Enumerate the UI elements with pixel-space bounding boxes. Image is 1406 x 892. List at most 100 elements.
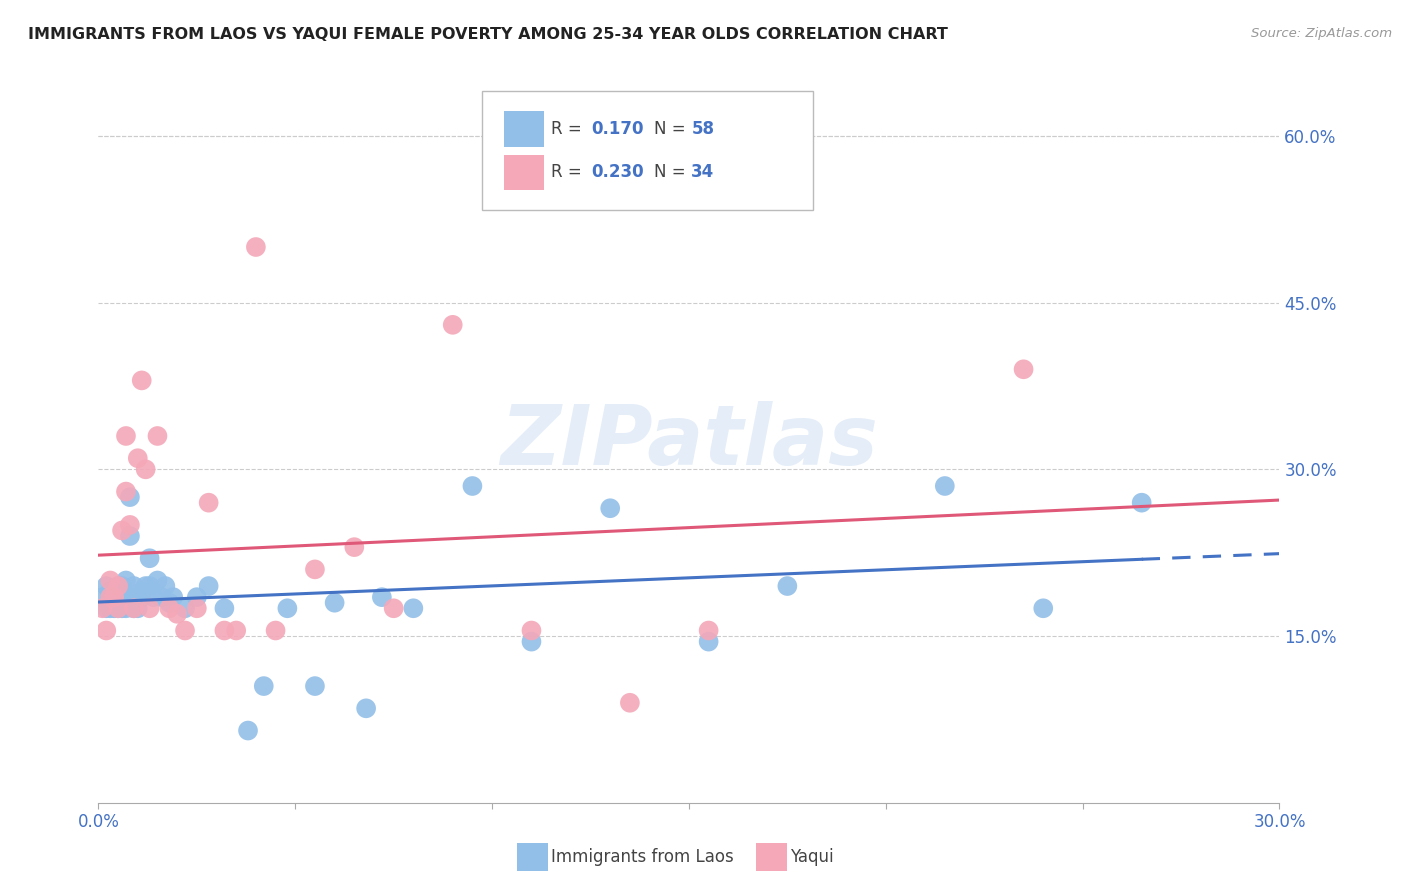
Point [1032, 601, 1054, 615]
Point [197, 496, 219, 510]
Text: 0.230: 0.230 [591, 163, 644, 181]
Point [157, 601, 180, 615]
Point [98, 574, 121, 588]
Point [304, 679, 326, 693]
Point [98, 584, 121, 599]
Point [107, 601, 129, 615]
Point [122, 601, 145, 615]
Point [111, 524, 134, 538]
Text: N =: N = [654, 163, 690, 181]
Point [146, 574, 169, 588]
Point [934, 479, 956, 493]
Point [98, 601, 121, 615]
Point [264, 624, 287, 638]
Point [107, 596, 129, 610]
Point [107, 584, 129, 599]
Point [186, 601, 208, 615]
Text: 0.170: 0.170 [591, 120, 644, 137]
Point [441, 318, 464, 332]
Point [122, 601, 145, 615]
Text: N =: N = [654, 120, 690, 137]
Point [131, 584, 153, 599]
Text: R =: R = [551, 120, 586, 137]
Text: Yaqui: Yaqui [790, 848, 834, 866]
Point [138, 579, 160, 593]
Point [115, 601, 138, 615]
Point [343, 540, 366, 554]
Point [107, 579, 129, 593]
Point [118, 529, 141, 543]
Point [111, 579, 134, 593]
Point [225, 624, 247, 638]
Point [599, 501, 621, 516]
Point [214, 624, 236, 638]
Point [1012, 362, 1035, 376]
Point [197, 579, 219, 593]
Point [103, 601, 125, 615]
Point [118, 517, 141, 532]
Point [157, 596, 180, 610]
Point [103, 590, 125, 604]
Point [96, 579, 118, 593]
Point [174, 624, 197, 638]
Point [115, 484, 138, 499]
Point [276, 601, 298, 615]
Point [382, 601, 405, 615]
Text: Immigrants from Laos: Immigrants from Laos [551, 848, 734, 866]
FancyBboxPatch shape [503, 112, 544, 147]
Point [96, 601, 118, 615]
Point [214, 601, 236, 615]
Point [166, 607, 188, 621]
Point [138, 601, 160, 615]
Point [402, 601, 425, 615]
Point [135, 462, 157, 476]
Text: IMMIGRANTS FROM LAOS VS YAQUI FEMALE POVERTY AMONG 25-34 YEAR OLDS CORRELATION C: IMMIGRANTS FROM LAOS VS YAQUI FEMALE POV… [28, 27, 948, 42]
Point [103, 590, 125, 604]
Point [776, 579, 799, 593]
Point [91, 590, 114, 604]
Point [461, 479, 484, 493]
Point [111, 590, 134, 604]
Text: Source: ZipAtlas.com: Source: ZipAtlas.com [1251, 27, 1392, 40]
Point [115, 596, 138, 610]
Point [98, 590, 121, 604]
Point [118, 490, 141, 504]
Text: R =: R = [551, 163, 586, 181]
Point [236, 723, 259, 738]
Point [115, 429, 138, 443]
Point [107, 579, 129, 593]
Text: ZIPatlas: ZIPatlas [501, 401, 877, 482]
Point [354, 701, 377, 715]
Point [127, 601, 149, 615]
FancyBboxPatch shape [482, 91, 813, 211]
Point [127, 590, 149, 604]
Point [115, 574, 138, 588]
Point [304, 562, 326, 576]
Point [118, 590, 141, 604]
Point [371, 590, 394, 604]
Point [127, 451, 149, 466]
Point [155, 579, 177, 593]
Text: 58: 58 [692, 120, 714, 137]
Point [146, 429, 169, 443]
Point [520, 624, 543, 638]
Point [107, 601, 129, 615]
Point [1130, 496, 1153, 510]
Point [135, 579, 157, 593]
Point [323, 596, 346, 610]
Point [122, 579, 145, 593]
Point [131, 373, 153, 387]
Point [253, 679, 276, 693]
Point [162, 590, 184, 604]
Point [697, 634, 720, 648]
Point [98, 590, 121, 604]
Point [115, 590, 138, 604]
Point [150, 590, 173, 604]
Point [103, 584, 125, 599]
Point [142, 590, 165, 604]
Point [174, 601, 197, 615]
Point [138, 551, 160, 566]
Text: 34: 34 [692, 163, 714, 181]
Point [131, 590, 153, 604]
FancyBboxPatch shape [503, 154, 544, 190]
